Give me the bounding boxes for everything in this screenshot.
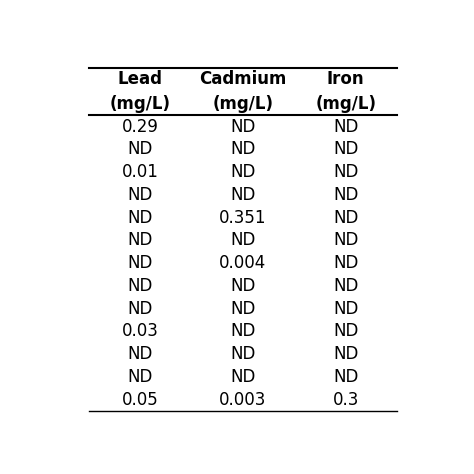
Text: ND: ND bbox=[333, 186, 358, 204]
Text: ND: ND bbox=[333, 118, 358, 136]
Text: ND: ND bbox=[333, 322, 358, 340]
Text: 0.351: 0.351 bbox=[219, 209, 267, 227]
Text: ND: ND bbox=[128, 300, 153, 318]
Text: ND: ND bbox=[230, 163, 255, 181]
Text: 0.29: 0.29 bbox=[122, 118, 158, 136]
Text: ND: ND bbox=[333, 300, 358, 318]
Text: ND: ND bbox=[128, 186, 153, 204]
Text: ND: ND bbox=[128, 231, 153, 249]
Text: (mg/L): (mg/L) bbox=[212, 95, 273, 113]
Text: ND: ND bbox=[333, 254, 358, 272]
Text: Iron: Iron bbox=[327, 70, 365, 88]
Text: ND: ND bbox=[230, 118, 255, 136]
Text: ND: ND bbox=[128, 209, 153, 227]
Text: 0.05: 0.05 bbox=[122, 391, 158, 409]
Text: ND: ND bbox=[333, 277, 358, 295]
Text: (mg/L): (mg/L) bbox=[109, 95, 171, 113]
Text: Lead: Lead bbox=[118, 70, 163, 88]
Text: ND: ND bbox=[128, 345, 153, 363]
Text: ND: ND bbox=[230, 300, 255, 318]
Text: ND: ND bbox=[230, 345, 255, 363]
Text: ND: ND bbox=[333, 368, 358, 386]
Text: ND: ND bbox=[333, 345, 358, 363]
Text: 0.03: 0.03 bbox=[122, 322, 158, 340]
Text: ND: ND bbox=[230, 140, 255, 158]
Text: 0.004: 0.004 bbox=[219, 254, 266, 272]
Text: ND: ND bbox=[230, 277, 255, 295]
Text: ND: ND bbox=[230, 368, 255, 386]
Text: ND: ND bbox=[230, 231, 255, 249]
Text: ND: ND bbox=[333, 209, 358, 227]
Text: ND: ND bbox=[333, 231, 358, 249]
Text: ND: ND bbox=[128, 277, 153, 295]
Text: ND: ND bbox=[230, 186, 255, 204]
Text: 0.003: 0.003 bbox=[219, 391, 266, 409]
Text: 0.3: 0.3 bbox=[333, 391, 359, 409]
Text: ND: ND bbox=[230, 322, 255, 340]
Text: ND: ND bbox=[333, 140, 358, 158]
Text: ND: ND bbox=[128, 140, 153, 158]
Text: Cadmium: Cadmium bbox=[199, 70, 287, 88]
Text: ND: ND bbox=[128, 254, 153, 272]
Text: 0.01: 0.01 bbox=[122, 163, 158, 181]
Text: ND: ND bbox=[333, 163, 358, 181]
Text: (mg/L): (mg/L) bbox=[315, 95, 376, 113]
Text: ND: ND bbox=[128, 368, 153, 386]
